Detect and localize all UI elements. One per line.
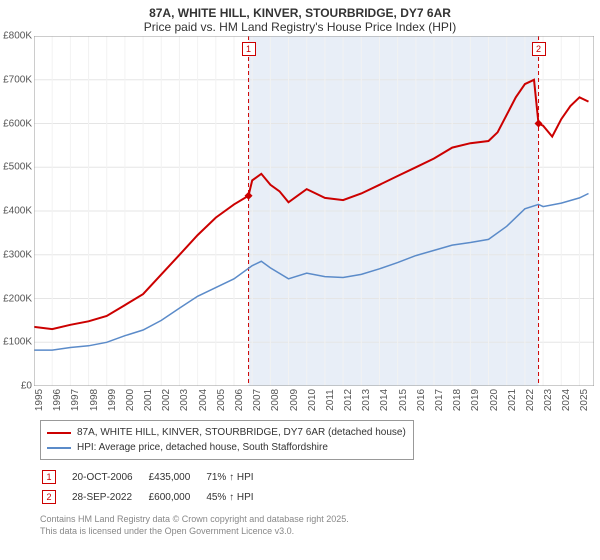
x-tick-label: 2007	[252, 389, 263, 411]
transaction-price: £600,000	[149, 488, 205, 506]
y-tick-label: £500K	[3, 162, 32, 173]
x-tick-label: 1998	[89, 389, 100, 411]
x-tick-label: 2004	[198, 389, 209, 411]
x-tick-label: 2005	[216, 389, 227, 411]
legend-label-property: 87A, WHITE HILL, KINVER, STOURBRIDGE, DY…	[77, 425, 406, 440]
y-tick-label: £400K	[3, 206, 32, 217]
x-tick-label: 2006	[234, 389, 245, 411]
x-tick-label: 1997	[70, 389, 81, 411]
y-tick-label: £100K	[3, 337, 32, 348]
y-tick-label: £300K	[3, 249, 32, 260]
chart-plot	[34, 36, 594, 386]
legend-swatch-property	[47, 432, 71, 434]
transaction-date: 20-OCT-2006	[72, 468, 147, 486]
legend-row-hpi: HPI: Average price, detached house, Sout…	[47, 440, 407, 455]
transactions-table: 1 20-OCT-2006£435,00071% ↑ HPI 2 28-SEP-202…	[40, 466, 270, 508]
x-tick-label: 2025	[579, 389, 590, 411]
transaction-marker: 1	[42, 470, 56, 484]
x-axis: 1995 1996 1997 1998 1999 2000 2001 2002 2003 2004…	[34, 386, 594, 414]
y-tick-label: £200K	[3, 293, 32, 304]
x-tick-label: 2012	[343, 389, 354, 411]
chart-area: £0£100K£200K£300K£400K£500K£600K£700K£80…	[34, 36, 594, 386]
transaction-row: 1 20-OCT-2006£435,00071% ↑ HPI	[42, 468, 268, 486]
x-tick-label: 2015	[398, 389, 409, 411]
y-tick-label: £700K	[3, 74, 32, 85]
transaction-date: 28-SEP-2022	[72, 488, 147, 506]
transaction-row: 2 28-SEP-2022£600,00045% ↑ HPI	[42, 488, 268, 506]
y-tick-label: £0	[21, 381, 32, 392]
x-tick-label: 2002	[161, 389, 172, 411]
transaction-pct: 45% ↑ HPI	[206, 488, 267, 506]
x-tick-label: 2016	[416, 389, 427, 411]
transaction-marker: 2	[42, 490, 56, 504]
x-tick-label: 2018	[452, 389, 463, 411]
x-tick-label: 2019	[470, 389, 481, 411]
x-tick-label: 2024	[561, 389, 572, 411]
footer-line2: This data is licensed under the Open Gov…	[40, 526, 600, 538]
legend-row-property: 87A, WHITE HILL, KINVER, STOURBRIDGE, DY…	[47, 425, 407, 440]
x-tick-label: 2022	[525, 389, 536, 411]
x-tick-label: 2011	[325, 389, 336, 411]
y-tick-label: £600K	[3, 118, 32, 129]
footer-line1: Contains HM Land Registry data © Crown c…	[40, 514, 600, 526]
x-tick-label: 1995	[34, 389, 45, 411]
x-tick-label: 2021	[507, 389, 518, 411]
x-tick-label: 1999	[107, 389, 118, 411]
x-tick-label: 2014	[379, 389, 390, 411]
x-tick-label: 2001	[143, 389, 154, 411]
y-axis: £0£100K£200K£300K£400K£500K£600K£700K£80…	[0, 36, 34, 386]
x-tick-label: 2013	[361, 389, 372, 411]
chart-title-block: 87A, WHITE HILL, KINVER, STOURBRIDGE, DY…	[0, 0, 600, 36]
x-tick-label: 1996	[52, 389, 63, 411]
footer-attribution: Contains HM Land Registry data © Crown c…	[40, 514, 600, 537]
event-marker-label: 2	[532, 42, 546, 56]
transaction-price: £435,000	[149, 468, 205, 486]
x-tick-label: 2010	[307, 389, 318, 411]
title-subtitle: Price paid vs. HM Land Registry's House …	[0, 20, 600, 34]
title-address: 87A, WHITE HILL, KINVER, STOURBRIDGE, DY…	[0, 6, 600, 20]
x-tick-label: 2023	[543, 389, 554, 411]
event-marker-label: 1	[242, 42, 256, 56]
legend: 87A, WHITE HILL, KINVER, STOURBRIDGE, DY…	[40, 420, 414, 460]
legend-label-hpi: HPI: Average price, detached house, Sout…	[77, 440, 328, 455]
transaction-pct: 71% ↑ HPI	[206, 468, 267, 486]
x-tick-label: 2008	[270, 389, 281, 411]
legend-swatch-hpi	[47, 447, 71, 449]
x-tick-label: 2017	[434, 389, 445, 411]
x-tick-label: 2003	[179, 389, 190, 411]
x-tick-label: 2000	[125, 389, 136, 411]
y-tick-label: £800K	[3, 31, 32, 42]
x-tick-label: 2020	[489, 389, 500, 411]
x-tick-label: 2009	[289, 389, 300, 411]
